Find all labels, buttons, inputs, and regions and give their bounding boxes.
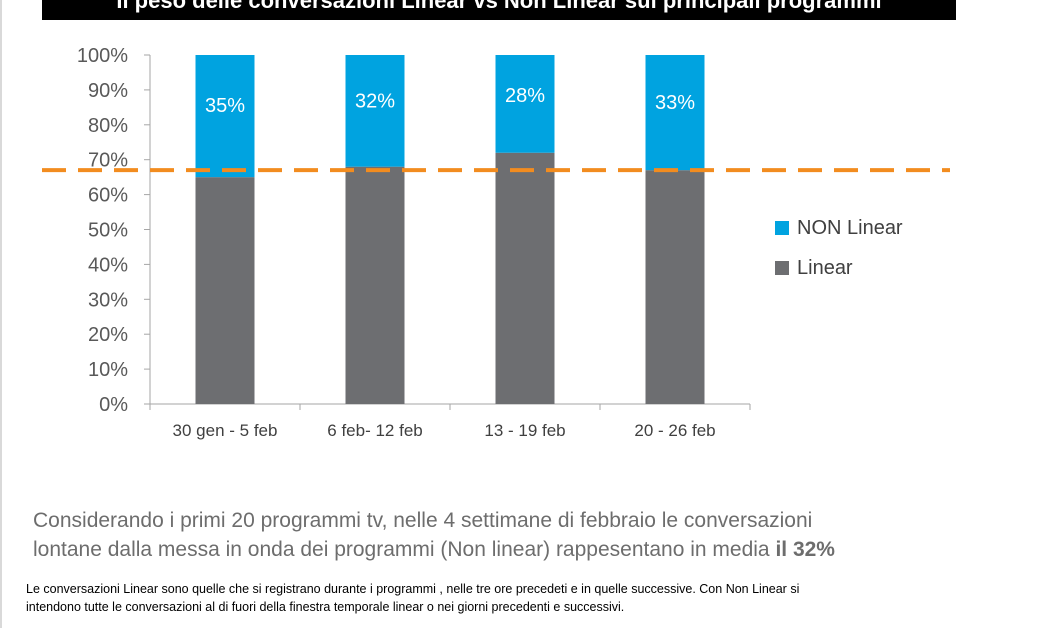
y-tick-label: 80% xyxy=(88,115,128,137)
legend-item-non-linear: NON Linear xyxy=(775,208,903,248)
bar-linear xyxy=(345,166,405,404)
bar-non-linear xyxy=(345,55,405,167)
legend-swatch-linear xyxy=(775,261,789,275)
y-tick-label: 100% xyxy=(77,45,128,67)
legend: NON Linear Linear xyxy=(775,208,903,288)
data-label: 28% xyxy=(505,85,545,107)
x-category-label: 20 - 26 feb xyxy=(634,421,715,440)
y-tick-label: 90% xyxy=(88,80,128,102)
x-category-label: 6 feb- 12 feb xyxy=(327,421,422,440)
data-label: 32% xyxy=(355,91,395,113)
bar-linear xyxy=(645,170,705,404)
bar-linear xyxy=(195,177,255,404)
y-tick-label: 10% xyxy=(88,359,128,381)
y-tick-label: 0% xyxy=(99,394,128,416)
y-tick-label: 50% xyxy=(88,220,128,242)
summary-line-1: Considerando i primi 20 programmi tv, ne… xyxy=(33,509,813,532)
stacked-bar-chart: 0% 10% 20% 30% 40% 50% 60% 70% 80% 90% 100% 35% 30 g… xyxy=(42,45,950,440)
legend-item-linear: Linear xyxy=(775,248,903,288)
y-tick-label: 60% xyxy=(88,185,128,207)
y-tick-label: 30% xyxy=(88,289,128,311)
left-divider xyxy=(0,0,2,628)
x-category-label: 13 - 19 feb xyxy=(484,421,565,440)
bar-linear xyxy=(495,152,555,404)
legend-swatch-non-linear xyxy=(775,221,789,235)
footnote-line-1: Le conversazioni Linear sono quelle che … xyxy=(26,582,800,596)
y-tick-label: 40% xyxy=(88,254,128,276)
bar-non-linear xyxy=(645,55,705,171)
bar-non-linear xyxy=(195,55,255,178)
data-label: 33% xyxy=(655,92,695,114)
y-tick-label: 70% xyxy=(88,150,128,172)
chart-title: Il peso delle conversazioni Linear vs No… xyxy=(42,0,956,20)
footnote-line-2: intendono tutte le conversazioni al di f… xyxy=(26,600,625,614)
y-tick-label: 20% xyxy=(88,324,128,346)
legend-label-non-linear: NON Linear xyxy=(797,216,903,239)
x-category-label: 30 gen - 5 feb xyxy=(173,421,278,440)
summary-highlight: il 32% xyxy=(775,538,835,561)
data-label: 35% xyxy=(205,95,245,117)
bar-non-linear xyxy=(495,55,555,153)
summary-line-2-text: lontane dalla messa in onda dei programm… xyxy=(33,538,776,561)
summary-line-2: lontane dalla messa in onda dei programm… xyxy=(33,535,1033,564)
footnote: Le conversazioni Linear sono quelle che … xyxy=(26,580,1026,616)
summary-text: Considerando i primi 20 programmi tv, ne… xyxy=(33,506,1033,564)
legend-label-linear: Linear xyxy=(797,256,853,279)
